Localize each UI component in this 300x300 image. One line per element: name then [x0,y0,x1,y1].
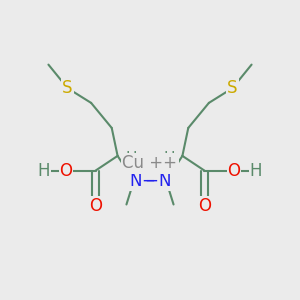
Text: O: O [89,197,102,215]
Text: S: S [62,79,73,97]
Text: −: − [145,171,158,189]
Text: H: H [38,162,50,180]
Text: H: H [250,162,262,180]
Text: N: N [129,172,142,190]
Text: N: N [158,172,171,190]
Text: O: O [227,162,240,180]
Text: S: S [227,79,238,97]
Text: Cu ++: Cu ++ [122,154,178,172]
Text: H: H [125,151,136,166]
Text: H: H [164,151,175,166]
Text: O: O [60,162,73,180]
Text: O: O [198,197,211,215]
Text: −: − [142,171,155,189]
